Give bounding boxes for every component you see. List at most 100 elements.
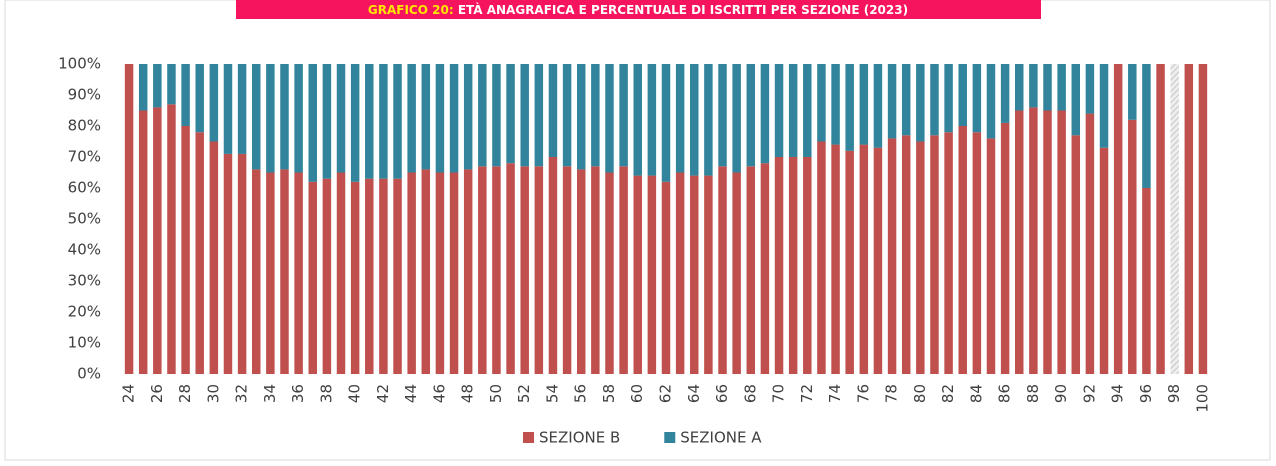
bar-segment	[153, 64, 162, 108]
bar-segment	[379, 178, 388, 374]
x-tick-label: 40	[346, 384, 364, 403]
x-tick-label: 32	[233, 384, 251, 403]
bar-segment	[930, 64, 939, 136]
bar-segment	[972, 64, 982, 133]
bar-segment	[873, 64, 883, 148]
bar-segment	[605, 64, 614, 173]
bar-segment	[365, 64, 374, 179]
y-tick-label: 50%	[68, 210, 101, 228]
bar-segment	[492, 64, 501, 167]
x-tick-label: 54	[543, 384, 561, 403]
legend-label: SEZIONE A	[680, 429, 762, 447]
bar-segment	[916, 64, 925, 142]
bar-segment	[647, 175, 657, 374]
bar-segment	[562, 166, 572, 374]
bar-segment	[732, 64, 741, 173]
bar-segment	[1043, 110, 1052, 374]
x-tick-label: 50	[487, 384, 505, 403]
bar-segment	[958, 126, 967, 374]
bar-segment	[463, 64, 473, 170]
bar-segment	[1128, 64, 1137, 120]
x-tick-label: 64	[685, 384, 703, 403]
bar-segment	[873, 147, 883, 374]
bar-segment	[972, 132, 982, 374]
no-data-bar	[1170, 64, 1179, 374]
bar-segment	[803, 157, 812, 374]
x-tick-label: 36	[289, 384, 307, 403]
bar-segment	[1043, 64, 1052, 111]
bar-segment	[1000, 64, 1010, 123]
bar-segment	[1057, 110, 1066, 374]
bar-segment	[831, 64, 840, 145]
bar-segment	[195, 64, 204, 133]
bar-segment	[463, 169, 473, 374]
title-prefix: GRAFICO 20:	[368, 3, 454, 17]
bar-segment	[350, 181, 360, 374]
x-tick-label: 68	[741, 384, 759, 403]
bar-segment	[407, 64, 416, 173]
bar-segment	[1015, 110, 1024, 374]
bar-segment	[647, 64, 657, 176]
bar-segment	[138, 64, 148, 111]
x-tick-label: 44	[402, 384, 420, 403]
bar-segment	[986, 138, 996, 374]
bar-segment	[817, 141, 826, 374]
bar-segment	[435, 64, 445, 173]
y-tick-label: 90%	[68, 86, 101, 104]
x-tick-label: 76	[854, 384, 872, 403]
bar-segment	[845, 150, 854, 374]
bar-segment	[788, 64, 798, 157]
bar-segment	[350, 64, 360, 182]
bar-segment	[633, 64, 642, 176]
bar-segment	[209, 141, 219, 374]
bar-segment	[788, 157, 798, 374]
x-tick-label: 34	[261, 384, 279, 403]
bar-segment	[266, 64, 275, 173]
x-tick-label: 62	[657, 384, 675, 403]
x-tick-label: 80	[911, 384, 929, 403]
x-tick-label: 92	[1080, 384, 1098, 403]
bar-segment	[845, 64, 854, 151]
bar-segment	[1156, 64, 1165, 374]
bar-segment	[393, 64, 402, 179]
bar-segment	[534, 64, 544, 167]
bar-segment	[237, 153, 247, 374]
bar-segment	[1099, 147, 1109, 374]
bar-segment	[181, 64, 190, 126]
x-tick-label: 46	[430, 384, 448, 403]
y-tick-label: 60%	[68, 179, 101, 197]
bar-segment	[944, 132, 953, 374]
y-tick-label: 100%	[58, 55, 101, 73]
bar-segment	[280, 169, 289, 374]
bar-segment	[1071, 135, 1081, 374]
bar-segment	[421, 64, 431, 170]
bar-segment	[308, 64, 317, 182]
bar-segment	[591, 166, 600, 374]
bar-segment	[1029, 107, 1038, 375]
bar-segment	[1142, 64, 1151, 188]
bar-segment	[322, 178, 332, 374]
bar-segment	[718, 64, 727, 167]
bar-segment	[1000, 122, 1010, 375]
bar-segment	[294, 172, 303, 374]
x-tick-label: 60	[628, 384, 646, 403]
bar-segment	[153, 107, 162, 375]
bar-segment	[986, 64, 996, 139]
bar-segment	[633, 175, 642, 374]
bar-segment	[266, 172, 275, 374]
x-tick-label: 70	[770, 384, 788, 403]
bar-segment	[746, 166, 756, 374]
bar-segment	[167, 104, 176, 375]
bar-segment	[576, 64, 586, 170]
bar-segment	[449, 172, 459, 374]
bar-segment	[506, 64, 515, 164]
x-tick-label: 48	[459, 384, 477, 403]
x-tick-label: 98	[1165, 384, 1183, 403]
bar-segment	[887, 64, 897, 139]
x-tick-label: 56	[572, 384, 590, 403]
bar-segment	[421, 169, 431, 374]
bar-segment	[619, 166, 628, 374]
bar-segment	[675, 64, 685, 173]
bar-segment	[704, 64, 713, 176]
